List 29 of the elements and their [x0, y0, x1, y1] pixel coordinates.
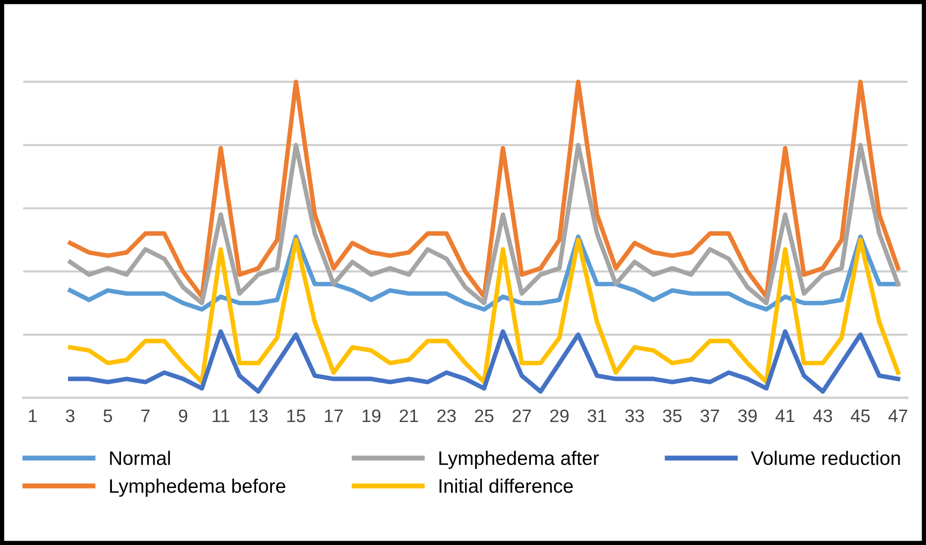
- x-tick-label: 5: [104, 410, 112, 422]
- x-tick-label: 3: [66, 409, 74, 422]
- legend-label: Volume reduction: [750, 450, 900, 466]
- x-tick-label: 23: [437, 409, 456, 422]
- x-tick-label: 13: [250, 409, 268, 422]
- x-tick-label: 17: [324, 410, 343, 422]
- x-tick-label: 25: [475, 409, 494, 422]
- x-tick-label: 47: [888, 410, 908, 422]
- x-tick-label: 43: [813, 409, 832, 422]
- legend-label: Lymphedema before: [110, 478, 286, 497]
- x-tick-label: 39: [738, 409, 757, 422]
- legend-label: Normal: [110, 450, 170, 466]
- legend-label: Initial difference: [440, 478, 573, 493]
- x-tick-label: 31: [588, 409, 606, 422]
- x-tick-label: 27: [512, 409, 531, 422]
- x-tick-label: 11: [212, 410, 230, 422]
- x-tick-label: 33: [625, 409, 644, 422]
- x-tick-label: 1: [28, 410, 37, 422]
- x-tick-label: 21: [400, 409, 418, 422]
- x-tick-label: 37: [700, 409, 720, 422]
- x-tick-label: 15: [287, 410, 306, 422]
- x-tick-label: 19: [362, 409, 380, 422]
- x-tick-label: 35: [662, 409, 682, 422]
- legend-label: Lymphedema after: [439, 450, 599, 469]
- x-tick-label: 9: [178, 409, 188, 422]
- x-tick-label: 29: [550, 409, 569, 422]
- x-tick-label: 45: [850, 410, 870, 422]
- x-tick-label: 7: [141, 410, 150, 422]
- x-tick-label: 41: [776, 410, 794, 422]
